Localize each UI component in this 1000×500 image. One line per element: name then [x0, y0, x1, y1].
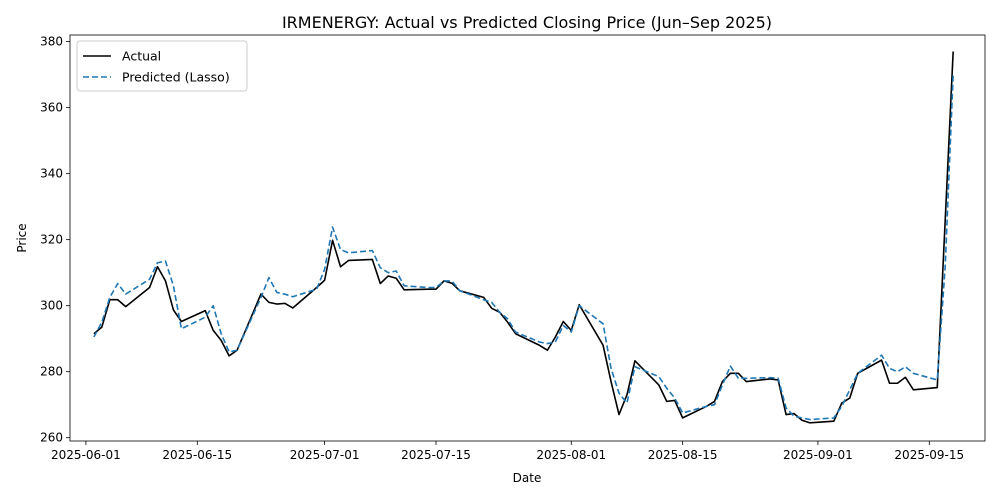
x-tick-label: 2025-07-01: [290, 448, 360, 462]
y-tick-label: 340: [40, 167, 63, 181]
predicted-series-line: [94, 75, 953, 420]
legend-label: Actual: [122, 49, 161, 64]
x-tick-label: 2025-08-15: [648, 448, 718, 462]
series-layer: [94, 52, 953, 423]
y-tick-label: 300: [40, 299, 63, 313]
x-axis-title: Date: [513, 471, 542, 485]
y-tick-label: 260: [40, 431, 63, 445]
x-axis: 2025-06-01 2025-06-15 2025-07-01 2025-07-15…: [51, 441, 964, 462]
actual-series-line: [94, 52, 953, 423]
y-tick-label: 320: [40, 233, 63, 247]
x-tick-label: 2025-07-15: [401, 448, 471, 462]
y-tick-label: 280: [40, 365, 63, 379]
x-tick-label: 2025-09-01: [783, 448, 853, 462]
x-tick-label: 2025-06-15: [162, 448, 232, 462]
y-tick-label: 360: [40, 101, 63, 115]
x-tick-label: 2025-08-01: [536, 448, 606, 462]
chart-title: IRMENERGY: Actual vs Predicted Closing P…: [282, 13, 772, 32]
plot-frame: [70, 35, 985, 441]
legend-label: Predicted (Lasso): [122, 70, 230, 85]
legend: Actual Predicted (Lasso): [77, 41, 247, 91]
x-tick-label: 2025-06-01: [51, 448, 121, 462]
x-tick-label: 2025-09-15: [894, 448, 964, 462]
y-tick-label: 380: [40, 35, 63, 49]
y-axis-title: Price: [15, 223, 29, 252]
y-axis: 260 280 300 320 340 360 380: [40, 35, 70, 445]
